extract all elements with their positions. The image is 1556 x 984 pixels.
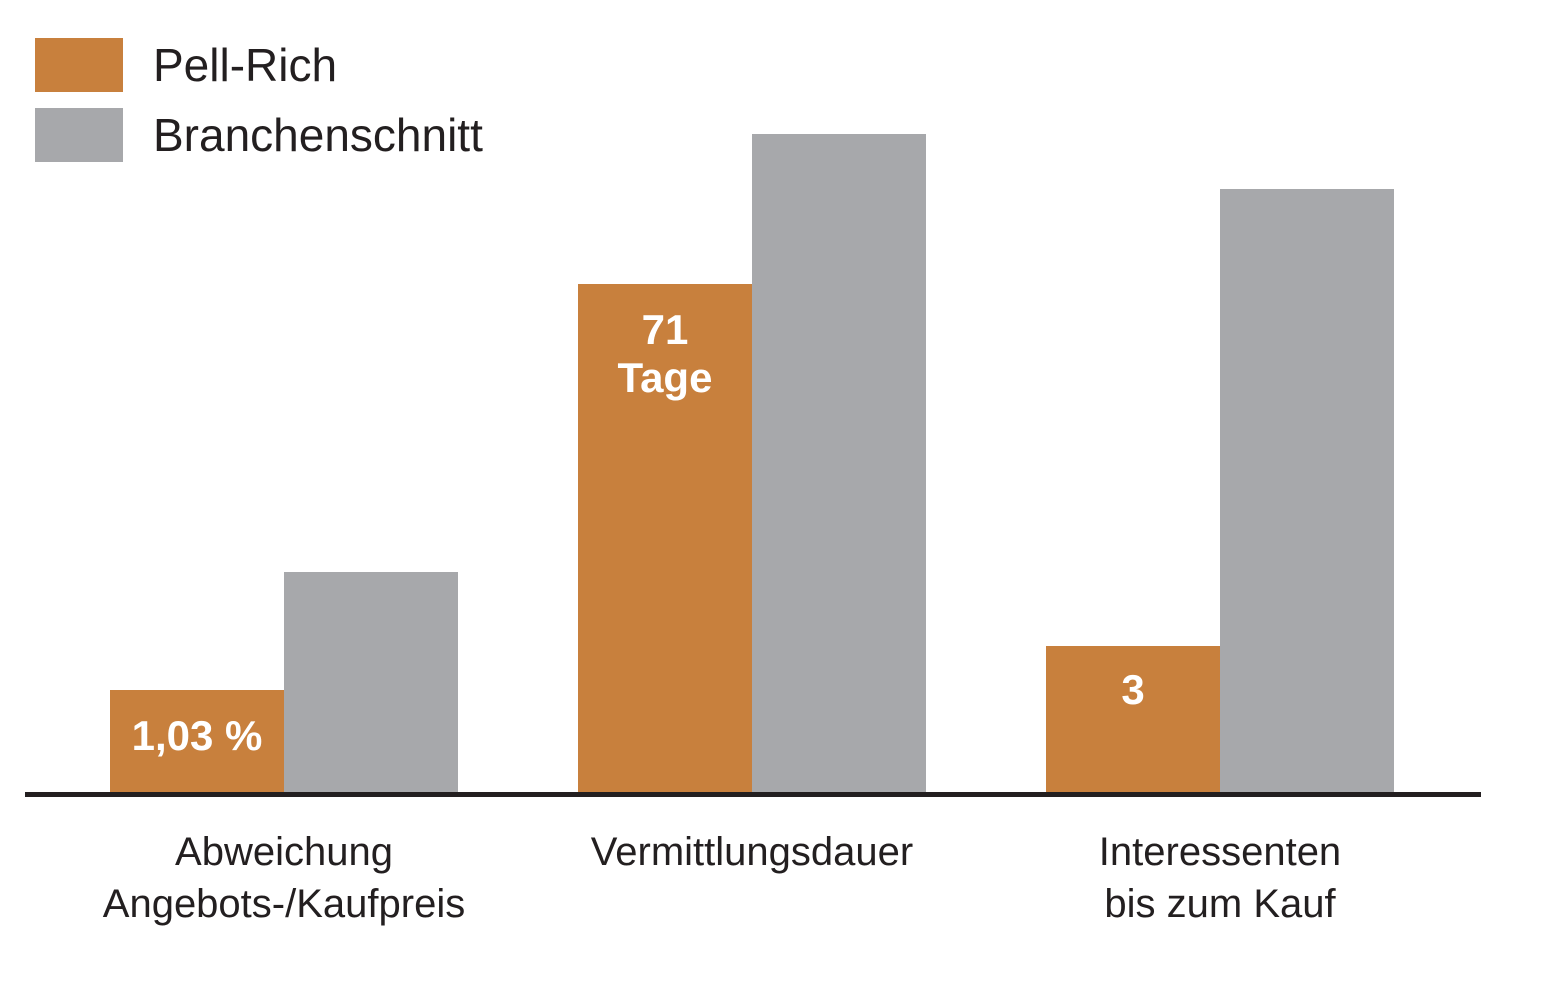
x-axis-line [25, 792, 1481, 797]
legend-swatch [35, 38, 123, 92]
bar-value-label-line: 71 [641, 306, 689, 353]
category-label-line: bis zum Kauf [1104, 882, 1336, 926]
bar-value-label-line: 3 [1121, 666, 1145, 713]
bar-value-label-line: 1,03 % [131, 712, 263, 759]
bar-value-label-1: 71 Tage [578, 306, 752, 402]
bar-pell-rich-1 [578, 284, 752, 794]
category-label-line: Abweichung [175, 830, 393, 874]
legend-swatch [35, 108, 123, 162]
legend-label: Pell-Rich [153, 39, 338, 91]
bar-pell-rich-0 [110, 690, 284, 794]
bar-value-label-2: 3 [1046, 666, 1220, 714]
category-label-line: Interessenten [1098, 830, 1342, 874]
category-label-2: Interessenten bis zum Kauf [1000, 826, 1440, 930]
category-label-1: Vermittlungsdauer [532, 826, 972, 878]
bar-pell-rich-2 [1046, 646, 1220, 794]
category-label-line: Vermittlungsdauer [590, 830, 914, 874]
bar-branchenschnitt-0 [284, 572, 458, 794]
bar-value-label-0: 1,03 % [110, 712, 284, 760]
bar-branchenschnitt-1 [752, 134, 926, 794]
category-label-line: Angebots-/Kaufpreis [102, 882, 466, 926]
legend-label: Branchenschnitt [153, 109, 483, 161]
category-label-0: Abweichung Angebots-/Kaufpreis [64, 826, 504, 930]
bar-branchenschnitt-2 [1220, 189, 1394, 794]
bar-value-label-line: Tage [617, 354, 713, 401]
